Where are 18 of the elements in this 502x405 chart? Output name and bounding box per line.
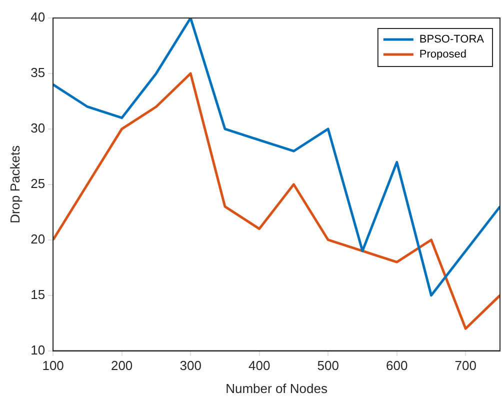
y-tick-label: 40 [30, 10, 46, 25]
y-tick-label: 25 [30, 176, 46, 191]
y-tick-label: 20 [30, 231, 46, 246]
y-tick-label: 15 [30, 286, 46, 302]
y-tick-label: 30 [30, 120, 46, 136]
x-tick-label: 700 [454, 358, 476, 374]
y-axis-title: Drop Packets [7, 144, 22, 224]
x-axis-title: Number of Nodes [226, 380, 328, 396]
x-tick-label: 500 [317, 358, 339, 374]
x-tick-label: 300 [180, 358, 202, 374]
x-tick-label: 600 [386, 358, 408, 374]
x-tick-label: 100 [42, 358, 64, 374]
legend-label: BPSO-TORA [419, 34, 485, 46]
x-tick-label: 200 [110, 358, 133, 374]
legend-label: Proposed [419, 48, 467, 61]
y-tick-label: 35 [30, 65, 46, 80]
y-tick-label: 10 [30, 342, 46, 358]
x-tick-label: 400 [248, 358, 270, 374]
